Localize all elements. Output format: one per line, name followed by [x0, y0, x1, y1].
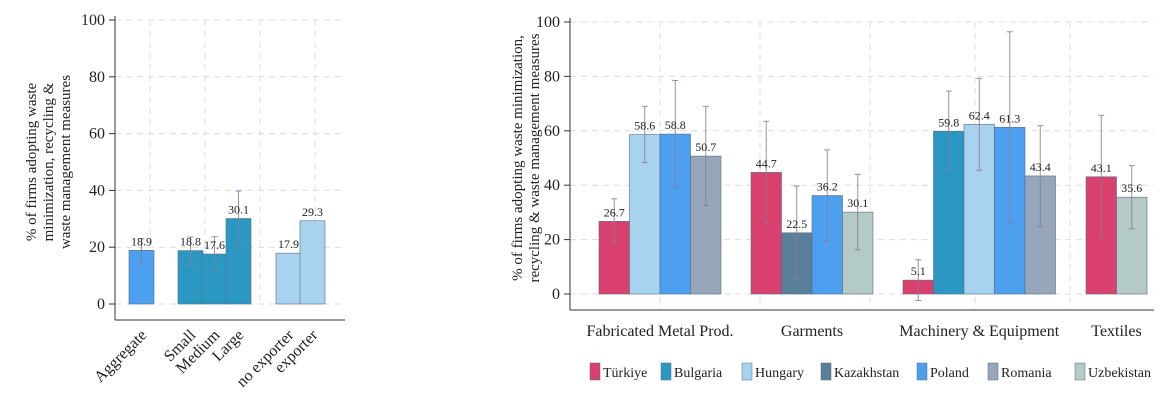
- legend-label: Türkiye: [603, 366, 647, 381]
- x-tick-label: Garments: [781, 323, 843, 340]
- legend-swatch: [987, 362, 999, 381]
- data-label: 22.5: [786, 217, 807, 231]
- y-tick-label: 20: [544, 232, 560, 249]
- chart-right: 0 20 40 60 80 100 % of firms adopting waste mi…: [510, 14, 1154, 381]
- legend-label: Hungary: [755, 366, 804, 381]
- x-tick-label: Fabricated Metal Prod.: [586, 323, 733, 340]
- legend-label: Uzbekistan: [1088, 366, 1151, 381]
- data-label: 59.8: [938, 115, 959, 129]
- data-label: 5.1: [911, 264, 926, 278]
- y-axis-label-line: % of firms adopting waste minimization,: [510, 35, 526, 281]
- data-label: 58.6: [634, 119, 655, 133]
- y-axis-label: % of firms adopting waste minimization,r…: [510, 33, 543, 282]
- y-tick-label: 40: [89, 182, 105, 199]
- data-label: 30.1: [847, 196, 868, 210]
- y-tick-label: 60: [544, 123, 560, 140]
- legend-label: Kazakhstan: [834, 366, 899, 381]
- data-label: 43.1: [1091, 161, 1112, 175]
- bar: [275, 252, 302, 305]
- y-tick-label: 80: [89, 69, 105, 86]
- data-label: 44.7: [756, 156, 777, 170]
- data-label: 17.6: [204, 238, 225, 252]
- data-label: 17.9: [278, 237, 299, 251]
- y-tick-label: 0: [97, 296, 105, 313]
- data-label: 43.4: [1030, 160, 1051, 174]
- y-axis-label-line: minimization, recycling &: [41, 82, 57, 241]
- y-tick-label: 100: [536, 14, 560, 31]
- y-tick-label: 100: [81, 12, 105, 29]
- y-tick-label: 20: [89, 239, 105, 256]
- legend: Türkiye Bulgaria Hungary Kazakhstan Poland Ro…: [589, 362, 1151, 381]
- data-label: 61.3: [999, 111, 1020, 125]
- data-label: 36.2: [817, 180, 838, 194]
- y-tick-label: 0: [552, 286, 560, 303]
- data-label: 30.1: [228, 203, 249, 217]
- data-label: 62.4: [969, 108, 990, 122]
- legend-label: Romania: [1001, 366, 1052, 381]
- x-tick-label: Aggregate: [91, 327, 150, 386]
- y-axis-label-line: recycling & waste management measures: [527, 33, 543, 282]
- legend-swatch: [1074, 362, 1086, 381]
- data-label: 18.8: [180, 235, 201, 249]
- y-axis-label-line: waste management measures: [58, 75, 74, 249]
- legend-label: Poland: [930, 366, 969, 381]
- bar: [299, 220, 326, 305]
- chart-left: 0 20 40 60 80 100 % of firms adopting wastemin…: [24, 12, 345, 391]
- data-label: 26.7: [604, 205, 625, 219]
- data-label: 18.9: [131, 234, 152, 248]
- data-label: 50.7: [695, 140, 716, 154]
- data-label: 35.6: [1121, 181, 1142, 195]
- legend-swatch: [660, 362, 672, 381]
- y-axis-label: % of firms adopting wasteminimization, r…: [24, 75, 74, 249]
- legend-swatch: [741, 362, 753, 381]
- x-tick-label: Textiles: [1091, 323, 1141, 340]
- y-tick-label: 80: [544, 68, 560, 85]
- legend-label: Bulgaria: [674, 366, 723, 381]
- legend-swatch: [820, 362, 832, 381]
- y-tick-label: 60: [89, 126, 105, 143]
- x-tick-label: Machinery & Equipment: [899, 323, 1060, 340]
- data-label: 58.8: [665, 118, 686, 132]
- legend-swatch: [916, 362, 928, 381]
- data-label: 29.3: [302, 205, 323, 219]
- legend-swatch: [589, 362, 601, 381]
- y-axis-label-line: % of firms adopting waste: [24, 83, 40, 242]
- y-tick-label: 40: [544, 177, 560, 194]
